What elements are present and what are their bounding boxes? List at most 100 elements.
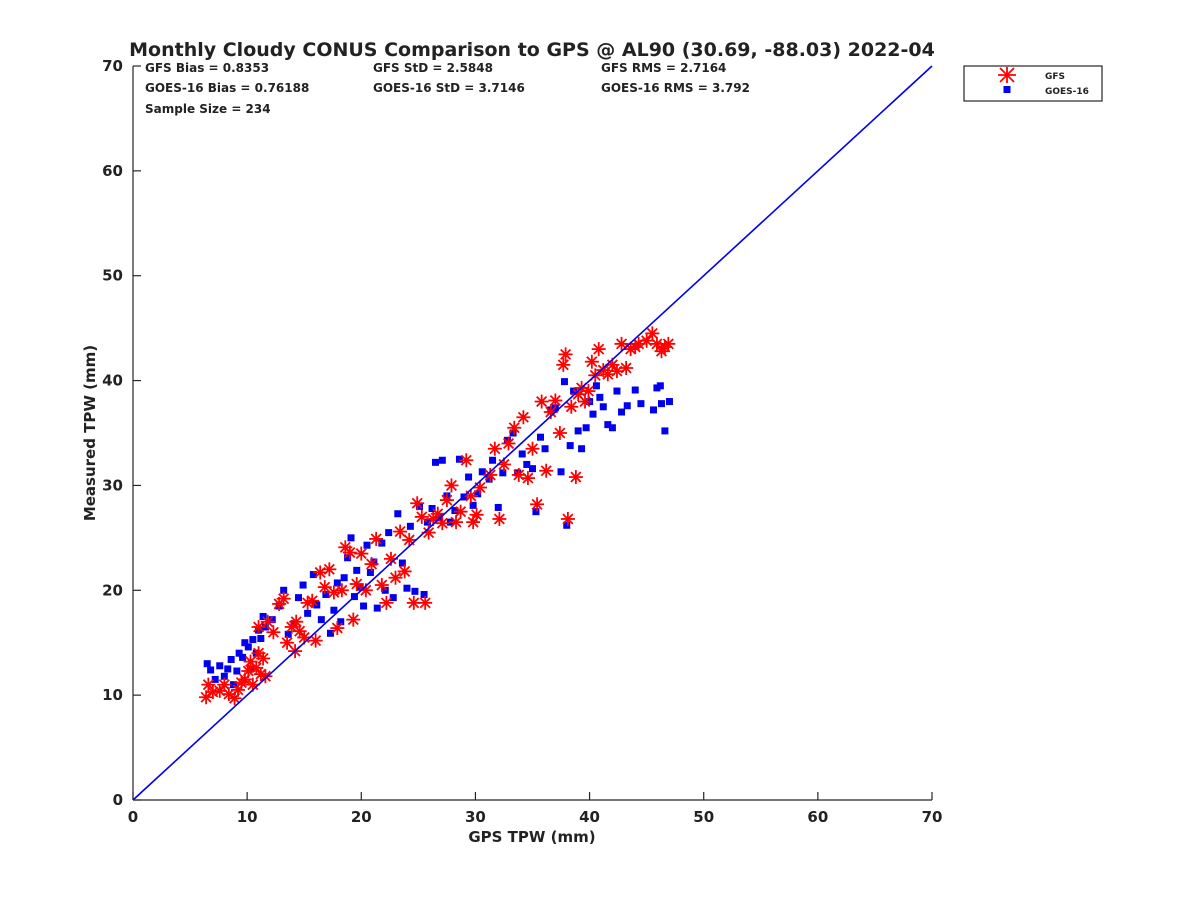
gfs-point [369, 531, 384, 546]
gfs-point [300, 595, 315, 610]
goes-16-point [366, 568, 374, 576]
goes-16-point [280, 586, 288, 594]
gfs-point [560, 511, 575, 526]
goes-16-point [631, 386, 639, 394]
legend: GFS GOES-16 [963, 65, 1103, 102]
gfs-point [552, 426, 567, 440]
gfs-point [548, 393, 563, 408]
goes-16-point [224, 665, 232, 673]
goes-16-point [560, 378, 568, 386]
gfs-point [578, 394, 593, 409]
goes-16-point [403, 584, 411, 592]
gfs-point [397, 564, 412, 579]
gfs-point [556, 357, 571, 372]
gfs-point [292, 624, 307, 639]
y-tick-label: 30 [102, 476, 123, 494]
goes-16-point [326, 629, 334, 637]
x-axis-label: GPS TPW (mm) [468, 828, 595, 846]
y-tick-label: 10 [102, 686, 123, 704]
goes-16-point [578, 445, 586, 453]
gfs-point [342, 545, 357, 560]
gfs-point [276, 591, 291, 606]
gfs-point [289, 614, 304, 629]
goes-16-point [523, 460, 531, 468]
one-to-one-line [132, 65, 933, 801]
goes-16-point [596, 393, 604, 401]
goes-16-point [244, 643, 252, 651]
gfs-point [205, 684, 220, 699]
gfs-point [334, 583, 349, 598]
goes-16-point [239, 653, 247, 661]
goes-16-point [304, 609, 312, 617]
goes-16-point [216, 662, 224, 670]
goes-16-point [589, 410, 597, 418]
goes-16-point [563, 521, 571, 529]
y-axis-label: Measured TPW (mm) [81, 345, 99, 521]
legend-goes-marker [1003, 86, 1011, 93]
goes-16-point [604, 421, 612, 429]
gfs-point [346, 612, 361, 627]
gfs-point [581, 384, 596, 399]
goes-16-point [455, 455, 463, 463]
x-tick-label: 60 [807, 808, 828, 826]
goes-16-point [229, 681, 237, 689]
goes-16-point [649, 406, 657, 414]
gfs-point [661, 336, 676, 351]
goes-16-point [431, 458, 439, 466]
gfs-point [406, 595, 421, 610]
goes-16-point [347, 534, 355, 542]
goes-16-point [536, 433, 544, 441]
goes-16-point [574, 427, 582, 435]
gfs-point [483, 467, 498, 482]
gfs-point [439, 493, 454, 508]
goes-16-point [518, 450, 526, 458]
goes-16-point [235, 649, 243, 657]
gfs-point [501, 436, 516, 451]
gfs-point [639, 333, 654, 348]
stat-goes-rms: GOES-16 RMS = 3.792 [601, 81, 750, 95]
gfs-point [591, 342, 606, 357]
legend-box [963, 65, 1103, 102]
stats-annotations: GFS Bias = 0.8353 GFS StD = 2.5848 GFS R… [145, 61, 750, 116]
gfs-point [516, 410, 531, 425]
goes-16-point [592, 382, 600, 390]
y-tick-label: 20 [102, 581, 123, 599]
goes-16-point [353, 566, 361, 574]
gfs-point [492, 511, 507, 526]
goes-16-point [532, 508, 540, 516]
goes-16-point [317, 616, 325, 624]
x-tick-label: 30 [465, 808, 486, 826]
gfs-point [379, 595, 394, 610]
goes-16-point [360, 602, 368, 610]
gfs-point [364, 557, 379, 572]
x-tick-label: 40 [579, 808, 600, 826]
goes-16-point [241, 639, 249, 647]
goes-16-point [474, 490, 482, 498]
gfs-point [558, 347, 573, 362]
goes-16-point [333, 579, 341, 587]
goes-16-point [203, 660, 211, 668]
goes-16-point [485, 475, 493, 483]
gfs-point [354, 546, 369, 561]
gfs-point [388, 570, 403, 585]
goes-16-point [599, 403, 607, 411]
goes-16-point [211, 675, 219, 683]
goes-16-point [249, 636, 257, 644]
goes-16-point [613, 387, 621, 395]
goes-16-point [566, 442, 574, 450]
stat-goes-bias: GOES-16 Bias = 0.76188 [145, 81, 309, 95]
goes-16-point [529, 465, 536, 473]
stat-gfs-std: GFS StD = 2.5848 [373, 61, 493, 75]
data-marks [132, 65, 933, 801]
gfs-point [414, 509, 429, 524]
stat-gfs-rms: GFS RMS = 2.7164 [601, 61, 726, 75]
y-tick-label: 60 [102, 162, 123, 180]
gfs-point [322, 562, 337, 577]
gfs-point [374, 578, 389, 593]
gfs-point [418, 595, 433, 610]
gfs-point [349, 576, 364, 591]
goes-16-point [661, 427, 669, 435]
x-tick-label: 0 [128, 808, 138, 826]
y-tick-label: 40 [102, 372, 123, 390]
